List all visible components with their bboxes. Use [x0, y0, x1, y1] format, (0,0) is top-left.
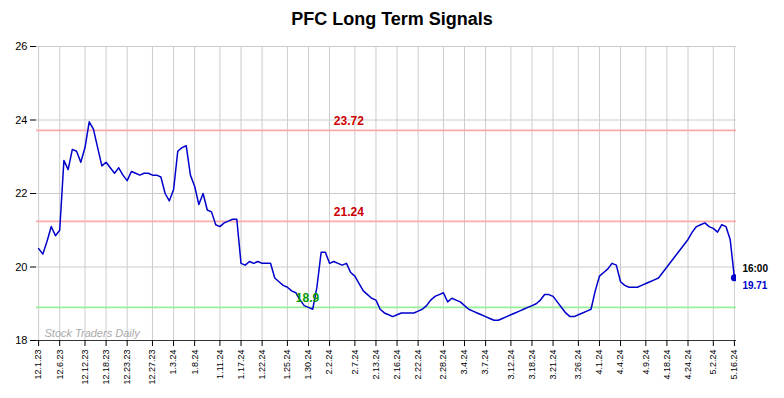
- svg-text:12.6.23: 12.6.23: [55, 350, 65, 380]
- svg-text:4.9.24: 4.9.24: [641, 350, 651, 375]
- svg-text:22: 22: [15, 187, 27, 199]
- svg-text:24: 24: [15, 114, 27, 126]
- svg-text:3.4.24: 3.4.24: [459, 350, 469, 375]
- svg-text:1.11.24: 1.11.24: [215, 350, 225, 379]
- svg-text:2.13.24: 2.13.24: [371, 350, 381, 380]
- svg-text:1.30.24: 1.30.24: [303, 350, 313, 380]
- svg-text:4.4.24: 4.4.24: [615, 350, 625, 375]
- svg-text:5.2.24: 5.2.24: [708, 350, 718, 375]
- svg-text:26: 26: [15, 40, 27, 52]
- svg-text:1.17.24: 1.17.24: [236, 350, 246, 380]
- svg-text:3.7.24: 3.7.24: [480, 350, 490, 375]
- svg-text:12.27.23: 12.27.23: [147, 350, 157, 385]
- svg-text:4.1.24: 4.1.24: [594, 350, 604, 375]
- svg-text:12.23.23: 12.23.23: [122, 350, 132, 385]
- svg-text:12.1.23: 12.1.23: [33, 350, 43, 380]
- svg-text:Stock Traders Daily: Stock Traders Daily: [45, 327, 142, 339]
- svg-text:21.24: 21.24: [334, 205, 364, 219]
- svg-text:5.16.24: 5.16.24: [729, 350, 739, 380]
- svg-text:3.12.24: 3.12.24: [506, 350, 516, 380]
- svg-text:2.16.24: 2.16.24: [392, 350, 402, 380]
- svg-text:2.28.24: 2.28.24: [438, 350, 448, 380]
- svg-text:12.18.23: 12.18.23: [101, 350, 111, 385]
- svg-text:18: 18: [15, 334, 27, 346]
- svg-text:1.22.24: 1.22.24: [257, 350, 267, 380]
- svg-text:18.9: 18.9: [296, 291, 320, 305]
- svg-text:12.12.23: 12.12.23: [80, 350, 90, 385]
- svg-text:1.8.24: 1.8.24: [190, 350, 200, 375]
- html-text:PFC Long Term Signals: PFC Long Term Signals: [291, 9, 493, 29]
- svg-text:16:00: 16:00: [742, 263, 768, 274]
- svg-text:23.72: 23.72: [334, 114, 364, 128]
- svg-text:4.24.24: 4.24.24: [683, 350, 693, 380]
- svg-text:1.25.24: 1.25.24: [282, 350, 292, 380]
- svg-text:2.22.24: 2.22.24: [413, 350, 423, 380]
- svg-text:3.18.24: 3.18.24: [527, 350, 537, 380]
- svg-text:1.3.24: 1.3.24: [168, 350, 178, 375]
- svg-text:4.18.24: 4.18.24: [662, 350, 672, 380]
- svg-text:3.26.24: 3.26.24: [573, 350, 583, 380]
- svg-text:19.71: 19.71: [742, 280, 767, 291]
- svg-text:2.7.24: 2.7.24: [350, 350, 360, 375]
- svg-text:2.2.24: 2.2.24: [324, 350, 334, 375]
- svg-text:3.21.24: 3.21.24: [548, 350, 558, 380]
- svg-text:20: 20: [15, 261, 27, 273]
